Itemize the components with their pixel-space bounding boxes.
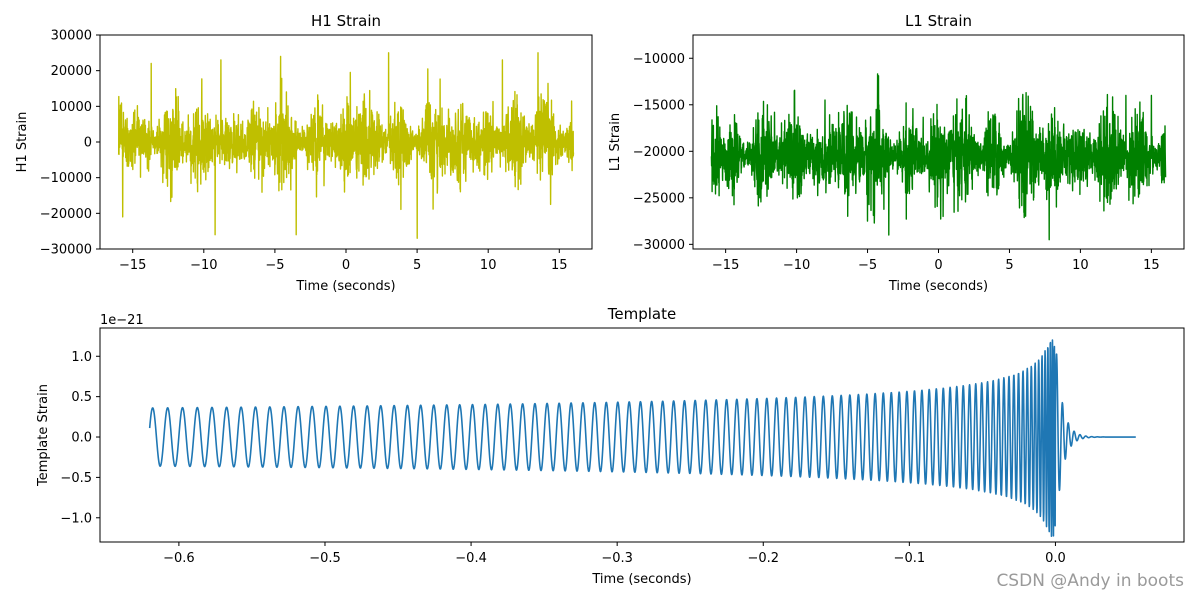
y-tick-label: −10000 xyxy=(633,52,685,67)
x-tick-label: −5 xyxy=(858,258,877,273)
plot-frame xyxy=(99,327,1185,543)
y-axis-label: L1 Strain xyxy=(608,113,623,171)
template-chart: Template −0.6 −0.5 −0.4 −0.3 −0.2 −0.1 0.0 −1.0 −… xyxy=(36,305,1185,587)
x-tick-label: 15 xyxy=(551,258,568,273)
y-tick-label: −1.0 xyxy=(60,511,92,526)
x-tick-label: −0.4 xyxy=(455,551,487,566)
h1-strain-chart: H1 Strain −15 −10 −5 0 5 10 15 −30000 −20000 −1000… xyxy=(15,12,593,294)
y-tick-label: −15000 xyxy=(633,98,685,113)
x-tick-label: 10 xyxy=(480,258,497,273)
chart-title: Template xyxy=(607,305,676,323)
y-tick-label: −20000 xyxy=(40,207,92,222)
x-axis-label: Time (seconds) xyxy=(295,279,395,294)
y-tick-label: 0.0 xyxy=(71,431,92,446)
series-line-L1 xyxy=(710,73,1167,241)
watermark: CSDN @Andy in boots xyxy=(996,571,1184,591)
y-tick-label: −0.5 xyxy=(60,471,92,486)
x-tick-label: 10 xyxy=(1072,258,1089,273)
x-tick-label: 15 xyxy=(1143,258,1160,273)
plot-frame xyxy=(692,34,1185,250)
y-tick-label: −30000 xyxy=(40,243,92,258)
x-tick-label: −0.2 xyxy=(747,551,779,566)
chart-title: H1 Strain xyxy=(311,12,381,30)
x-tick-label: −0.5 xyxy=(309,551,341,566)
x-axis-label: Time (seconds) xyxy=(888,279,988,294)
x-tick-label: −0.3 xyxy=(601,551,633,566)
y-tick-label: 0 xyxy=(84,136,92,151)
y-tick-label: 20000 xyxy=(51,64,92,79)
series-line-template xyxy=(148,339,1137,537)
y-tick-label: −25000 xyxy=(633,191,685,206)
y-tick-label: −10000 xyxy=(40,171,92,186)
x-tick-label: −15 xyxy=(119,258,146,273)
y-tick-label: 0.5 xyxy=(71,390,92,405)
x-tick-label: −10 xyxy=(190,258,217,273)
plot-frame xyxy=(99,34,593,250)
x-tick-label: 5 xyxy=(1005,258,1013,273)
x-tick-label: −5 xyxy=(265,258,284,273)
series-line-H1 xyxy=(117,52,575,239)
x-axis-label: Time (seconds) xyxy=(591,572,691,587)
x-tick-label: 0 xyxy=(342,258,350,273)
x-tick-label: −10 xyxy=(783,258,810,273)
x-tick-label: 0 xyxy=(934,258,942,273)
y-tick-label: 10000 xyxy=(51,100,92,115)
chart-title: L1 Strain xyxy=(905,12,972,30)
x-tick-label: 0.0 xyxy=(1045,551,1066,566)
x-tick-label: −15 xyxy=(712,258,739,273)
l1-strain-chart: L1 Strain −15 −10 −5 0 5 10 15 −30000 −25000 −2000… xyxy=(608,12,1185,294)
y-axis-label: H1 Strain xyxy=(15,112,30,173)
x-tick-label: 5 xyxy=(413,258,421,273)
x-tick-label: −0.6 xyxy=(163,551,195,566)
x-tick-label: −0.1 xyxy=(894,551,926,566)
y-offset-label: 1e−21 xyxy=(100,313,144,328)
y-tick-label: 1.0 xyxy=(71,350,92,365)
y-tick-label: 30000 xyxy=(51,29,92,44)
y-tick-label: −30000 xyxy=(633,238,685,253)
y-axis-label: Template Strain xyxy=(36,384,51,487)
y-tick-label: −20000 xyxy=(633,145,685,160)
